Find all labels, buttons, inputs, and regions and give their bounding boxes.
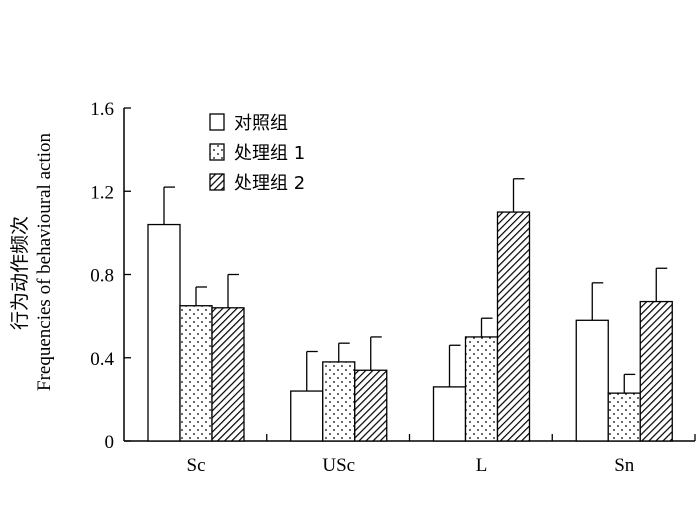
bar-usc-series-1	[290, 390, 324, 442]
bar-sc-series-3	[211, 307, 245, 442]
x-tick-label-sc: Sc	[187, 455, 206, 476]
legend-label-1: 对照组	[234, 113, 288, 134]
y-tick-label: 1.2	[90, 182, 114, 203]
bar-l-series-1	[432, 386, 467, 442]
bar-l-series-3	[496, 211, 531, 442]
x-tick-label-l: L	[476, 455, 488, 476]
legend-swatch-3	[209, 173, 225, 191]
y-tick-label: 0.8	[90, 266, 114, 287]
bar-sc-series-2	[179, 305, 213, 442]
legend-swatch-2	[209, 143, 225, 161]
bar-sc-series-1	[147, 223, 181, 442]
x-tick-label-sn: Sn	[614, 455, 635, 476]
y-tick-label: 0.4	[90, 349, 114, 370]
x-tick-label-usc: USc	[322, 455, 355, 476]
y-axis-label-cn: 行为动作频次	[9, 216, 31, 330]
bars	[147, 211, 673, 442]
y-tick-label: 1.6	[90, 99, 114, 120]
tick-labels: 0 0.4 0.8 1.2 1.6 Sc USc L Sn	[90, 99, 635, 476]
legend-swatch-1	[209, 113, 225, 131]
legend-label-2: 处理组 1	[234, 143, 305, 164]
bar-l-series-2	[464, 336, 499, 442]
bar-usc-series-3	[354, 369, 388, 442]
legend-label-3: 处理组 2	[234, 173, 305, 194]
error-bars	[163, 178, 668, 394]
bar-sn-series-3	[639, 300, 673, 442]
bar-usc-series-2	[322, 361, 356, 442]
y-axis-label-en: Frequencies of behavioural action	[34, 133, 55, 391]
y-tick-label: 0	[105, 432, 115, 453]
bar-sn-series-1	[575, 319, 609, 442]
bar-sn-series-2	[607, 392, 641, 442]
